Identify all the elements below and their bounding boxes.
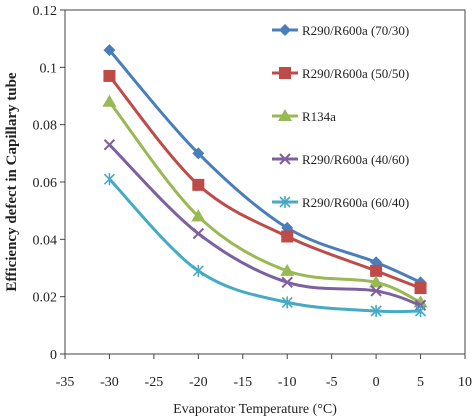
x-tick-label: -5 (326, 375, 338, 390)
data-point (369, 275, 384, 288)
x-axis-label: Evaporator Temperature (°C) (173, 402, 337, 417)
plot-frame (64, 9, 466, 355)
series-line (108, 100, 422, 304)
y-tick-label: 0.12 (33, 4, 58, 19)
data-point (281, 230, 294, 243)
series-line (108, 49, 422, 284)
x-tick-label: -35 (56, 375, 75, 390)
series-line (108, 74, 422, 290)
x-tick-label: 10 (458, 375, 472, 390)
series-line (108, 143, 422, 307)
legend-item: R134a (272, 109, 336, 124)
series-2 (103, 69, 427, 295)
legend-item: R290/R600a (70/30) (272, 23, 409, 38)
data-point (414, 282, 427, 295)
legend-label: R290/R600a (50/50) (302, 66, 409, 81)
y-tick-label: 0.1 (40, 61, 58, 76)
data-point (102, 94, 117, 107)
legend-marker (279, 153, 291, 165)
data-point (192, 178, 205, 191)
axes: 0 0.02 0.04 0.06 0.08 0.1 0.12 -35 -30 -25 -20 -15 -… (33, 4, 473, 390)
y-tick-label: 0.02 (33, 291, 58, 306)
data-point (370, 264, 383, 277)
data-point (192, 227, 205, 240)
data-point (192, 147, 205, 160)
legend: R290/R600a (70/30) R290/R600a (50/50) R134… (272, 23, 409, 210)
x-tick-label: 5 (417, 375, 424, 390)
series-5 (103, 173, 427, 317)
x-tick-label: -20 (189, 375, 208, 390)
y-tick-label: 0 (50, 348, 57, 363)
legend-label: R290/R600a (70/30) (302, 23, 409, 38)
x-tick-label: -25 (145, 375, 164, 390)
legend-marker (279, 196, 291, 208)
legend-label: R290/R600a (60/40) (302, 195, 409, 210)
legend-marker (279, 24, 291, 36)
legend-label: R134a (302, 109, 336, 124)
y-tick-label: 0.04 (33, 233, 58, 248)
data-point (103, 69, 116, 82)
series-3 (102, 94, 428, 308)
x-tick-label: -10 (278, 375, 297, 390)
data-point (103, 44, 116, 57)
legend-item: R290/R600a (60/40) (272, 195, 409, 210)
data-point (414, 305, 427, 317)
data-point (103, 139, 116, 151)
data-point (281, 276, 293, 289)
legend-label: R290/R600a (40/60) (302, 152, 409, 167)
y-tick-label: 0.06 (33, 176, 58, 191)
data-point (370, 285, 382, 297)
data-point (370, 305, 382, 317)
data-point (280, 263, 295, 276)
data-point (103, 173, 116, 186)
data-point (192, 264, 204, 277)
legend-item: R290/R600a (50/50) (272, 66, 409, 81)
series-4 (103, 139, 427, 311)
x-tick-label: 0 (373, 375, 380, 390)
legend-item: R290/R600a (40/60) (272, 152, 409, 167)
x-tick-label: -30 (100, 375, 119, 390)
data-point (281, 296, 293, 309)
x-tick-label: -15 (233, 375, 252, 390)
data-point (191, 209, 206, 222)
series-layer (102, 44, 428, 317)
series-line (108, 178, 421, 314)
y-tick-label: 0.08 (33, 119, 58, 134)
legend-marker (278, 109, 292, 121)
y-axis-label: Efficiency defect in Capillary tube (4, 72, 20, 291)
legend-marker (279, 67, 291, 79)
